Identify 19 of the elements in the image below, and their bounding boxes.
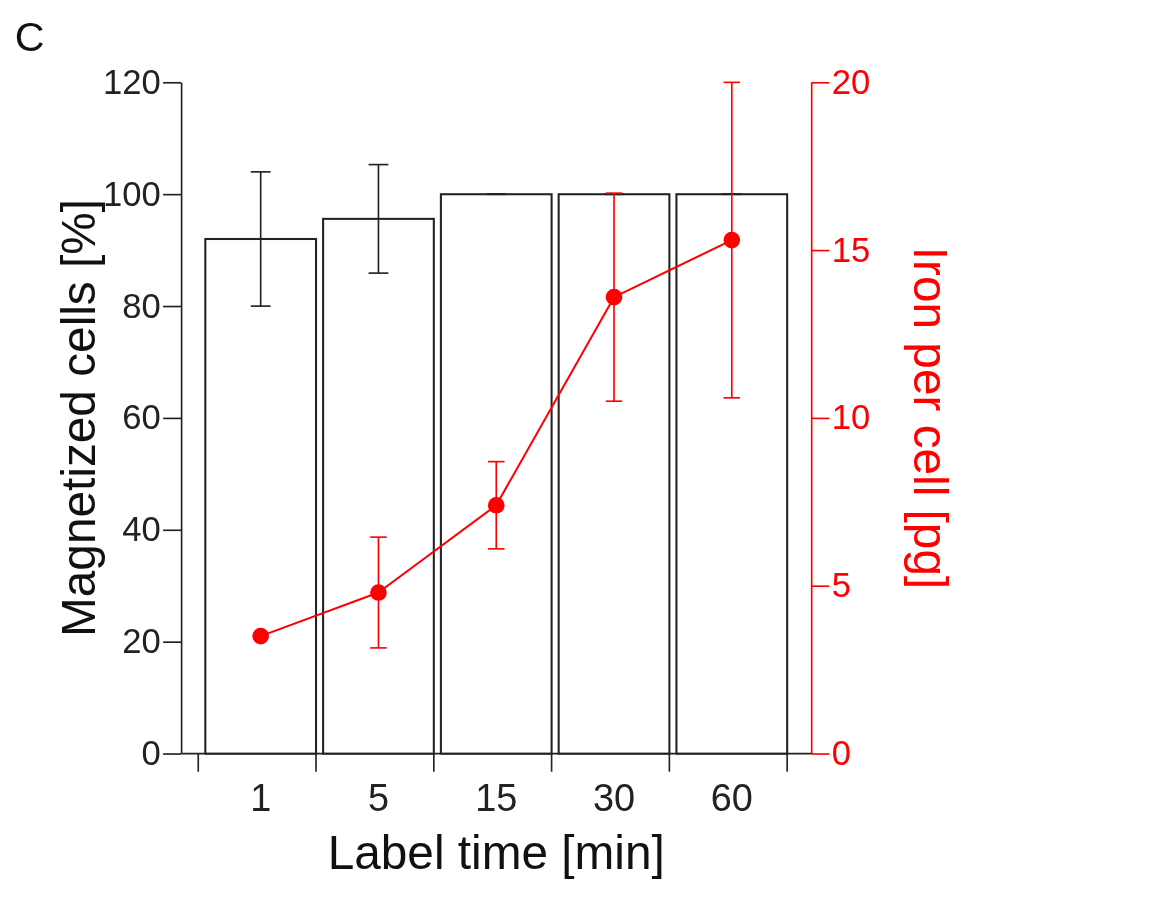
x-tick-label: 60 — [710, 777, 753, 820]
y-tick-label: 80 — [122, 286, 161, 325]
y-tick-label: 60 — [122, 398, 161, 437]
x-tick-label: 30 — [592, 777, 636, 820]
y2-tick-label: 0 — [831, 734, 852, 773]
y2-tick-label: 20 — [831, 62, 871, 101]
y2-axis-title: Iron per cell [pg] — [904, 246, 958, 590]
y-tick-label: 120 — [102, 62, 161, 101]
text: C — [14, 14, 45, 61]
y-tick-label: 20 — [122, 622, 161, 661]
x-tick-label: 1 — [250, 777, 272, 820]
y2-tick-label: 15 — [831, 230, 871, 269]
y-tick-label: 40 — [122, 510, 161, 549]
x-axis-title: Label time [min] — [327, 825, 665, 879]
x-tick-label: 5 — [367, 777, 389, 820]
y-tick-label: 0 — [141, 734, 161, 773]
y2-tick-label: 10 — [831, 398, 871, 437]
x-tick-label: 15 — [475, 777, 518, 820]
y2-tick-label: 5 — [831, 566, 852, 605]
